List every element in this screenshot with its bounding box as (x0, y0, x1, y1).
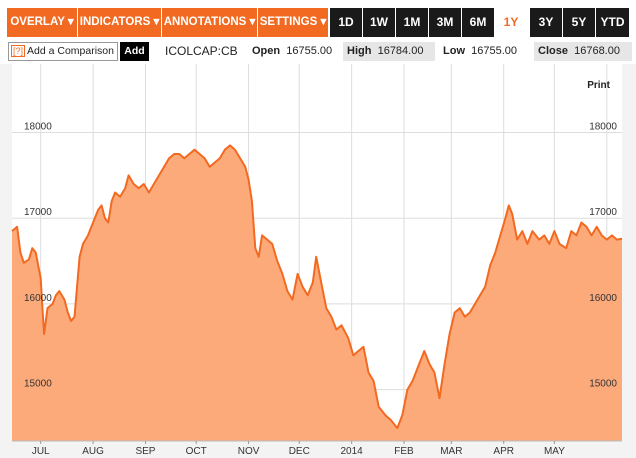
close-number: 16768.00 (574, 45, 620, 57)
quote-info-bar: [?] Add a Comparison Add ICOLCAP:CB Open … (0, 40, 636, 64)
help-icon[interactable]: [?] (11, 45, 26, 57)
range-1w-button[interactable]: 1W (363, 8, 395, 37)
range-5y-button[interactable]: 5Y (563, 8, 595, 37)
range-3y-button[interactable]: 3Y (530, 8, 562, 37)
low-label: Low (443, 45, 465, 57)
open-value: Open 16755.00 (252, 42, 332, 61)
open-number: 16755.00 (286, 45, 333, 57)
x-tick-label: SEP (135, 446, 155, 457)
series-line (11, 144, 623, 430)
comparison-placeholder: Add a Comparison (27, 45, 114, 57)
range-6m-button[interactable]: 6M (462, 8, 494, 37)
series-area (12, 145, 622, 441)
chart-panel: 15000 15000 16000 16000 17000 17000 18000 18000… (0, 64, 636, 458)
x-tick-label: MAY (544, 446, 565, 457)
x-tick-label: AUG (82, 446, 104, 457)
print-link[interactable]: Print (587, 80, 610, 91)
add-button[interactable]: Add (120, 42, 149, 61)
close-label: Close (538, 45, 568, 57)
range-ytd-button[interactable]: YTD (596, 8, 629, 37)
y-tick-label-left: 18000 (24, 122, 52, 133)
overlay-menu[interactable]: OVERLAY ▾ (7, 8, 77, 37)
annotations-menu[interactable]: ANNOTATIONS ▾ (162, 8, 257, 37)
settings-menu[interactable]: SETTINGS ▾ (258, 8, 328, 37)
toolbar: OVERLAY ▾ INDICATORS ▾ ANNOTATIONS ▾ SET… (0, 0, 636, 40)
close-value: Close 16768.00 (534, 42, 632, 61)
y-tick-label-right: 15000 (589, 379, 617, 390)
y-tick-label-left: 16000 (24, 293, 52, 304)
x-tick-label: APR (493, 446, 514, 457)
y-tick-label-right: 16000 (589, 293, 617, 304)
indicators-menu[interactable]: INDICATORS ▾ (78, 8, 161, 37)
range-1d-button[interactable]: 1D (330, 8, 362, 37)
x-tick-label: MAR (440, 446, 462, 457)
y-tick-label-right: 17000 (589, 207, 617, 218)
x-tick-label: FEB (394, 446, 414, 457)
y-tick-label-left: 15000 (24, 379, 52, 390)
add-comparison-input[interactable]: [?] Add a Comparison (8, 42, 118, 61)
x-tick-label: 2014 (341, 446, 364, 457)
x-tick-label: NOV (238, 446, 260, 457)
ticker-symbol: ICOLCAP:CB (165, 44, 238, 58)
x-tick-label: DEC (289, 446, 310, 457)
range-1m-button[interactable]: 1M (396, 8, 428, 37)
x-tick-label: JUL (32, 446, 50, 457)
range-1y-button[interactable]: 1Y (495, 8, 527, 37)
y-tick-label-left: 17000 (24, 207, 52, 218)
high-value: High 16784.00 (343, 42, 435, 61)
high-label: High (347, 45, 372, 57)
x-tick-label: OCT (186, 446, 207, 457)
low-value: Low 16755.00 (443, 42, 517, 61)
range-3m-button[interactable]: 3M (429, 8, 461, 37)
high-number: 16784.00 (377, 45, 424, 57)
y-tick-label-right: 18000 (589, 122, 617, 133)
price-chart[interactable]: 15000 15000 16000 16000 17000 17000 18000 18000… (0, 64, 636, 458)
low-number: 16755.00 (471, 45, 518, 57)
open-label: Open (252, 45, 281, 57)
